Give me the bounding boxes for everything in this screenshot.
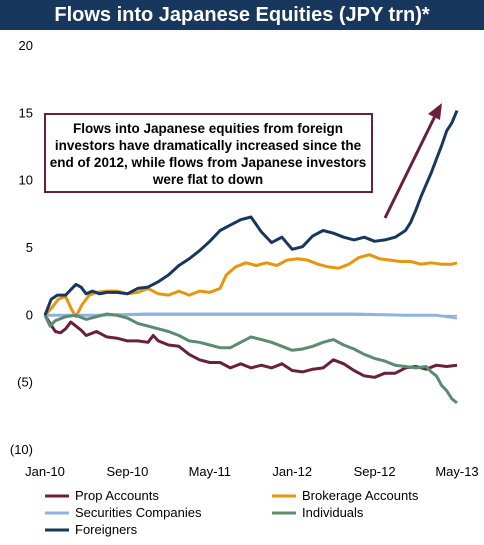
x-tick-label: Jan-10 [25,464,65,479]
legend: Prop Accounts Brokerage Accounts Securitie… [45,488,419,537]
annotation-box [44,113,373,193]
chart-title: Flows into Japanese Equities (JPY trn)* [0,0,484,30]
x-tick-label: May-13 [435,464,478,479]
x-axis-ticks: Jan-10 Sep-10 May-11 Jan-12 Sep-12 May-13 [25,464,479,479]
x-tick-label: Sep-10 [106,464,148,479]
legend-label-brokerage-accounts: Brokerage Accounts [302,488,419,503]
annotation-callout: Flows into Japanese equities from foreig… [44,113,373,193]
annotation-line-3: end of 2012, while flows from Japanese i… [50,155,367,170]
x-tick-label: Jan-12 [272,464,312,479]
y-tick-label: 10 [19,173,33,188]
y-tick-label: (5) [17,375,33,390]
flows-line-chart: 20 15 10 5 0 (5) (10) Jan-10 Sep-10 May-11 Jan-12… [10,38,479,537]
legend-label-securities-companies: Securities Companies [75,505,202,520]
x-tick-label: May-11 [189,464,231,479]
annotation-line-1: Flows into Japanese equities from foreig… [73,121,343,136]
y-axis-ticks: 20 15 10 5 0 (5) (10) [10,38,33,457]
series-lines [43,110,459,405]
x-tick-label: Sep-12 [354,464,396,479]
series-line-foreigners [43,110,459,316]
legend-label-individuals: Individuals [302,505,364,520]
annotation-line-2: investors have dramatically increased si… [55,138,362,153]
series-line-prop-accounts [43,314,458,379]
y-tick-label: 0 [26,307,33,322]
trend-arrow-head [428,103,442,120]
series-line-securities-companies [45,312,458,320]
legend-label-prop-accounts: Prop Accounts [75,488,159,503]
series-line-brokerage-accounts [43,253,458,319]
y-tick-label: 15 [19,105,33,120]
annotation-line-4: were flat to down [152,172,263,187]
legend-label-foreigners: Foreigners [75,522,138,537]
series-line-individuals [43,312,458,405]
y-tick-label: (10) [10,442,33,457]
y-tick-label: 5 [26,240,33,255]
trend-arrow [383,103,442,219]
y-tick-label: 20 [19,38,33,53]
trend-arrow-shaft [383,111,439,219]
